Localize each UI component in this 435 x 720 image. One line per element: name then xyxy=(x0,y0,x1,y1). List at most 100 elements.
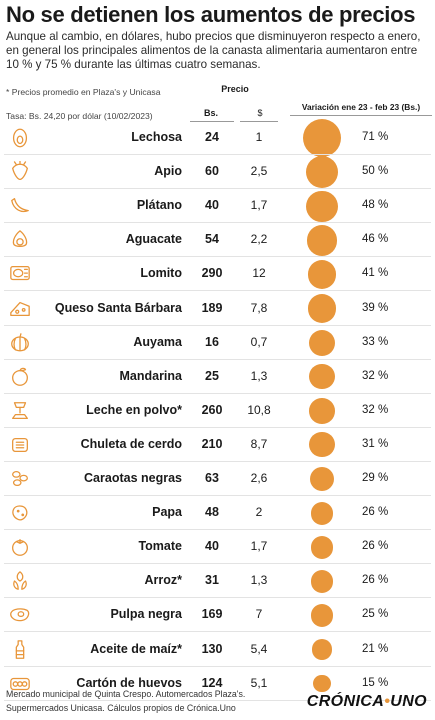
variation-percent: 33 % xyxy=(362,336,388,348)
variation-bubble xyxy=(311,570,334,593)
price-bs: 40 xyxy=(190,539,234,553)
price-bs: 16 xyxy=(190,335,234,349)
variation-percent: 48 % xyxy=(362,199,388,211)
pork-chop-icon xyxy=(8,434,32,456)
variation-percent: 26 % xyxy=(362,574,388,586)
product-name: Caraotas negras xyxy=(40,471,182,485)
potato-icon xyxy=(8,502,32,524)
price-usd: 1 xyxy=(240,130,278,144)
table-row: Pulpa negra 169 7 25 % xyxy=(0,598,435,632)
variation-percent: 32 % xyxy=(362,370,388,382)
table-row: Tomate 40 1,7 26 % xyxy=(0,530,435,564)
product-name: Queso Santa Bárbara xyxy=(40,301,182,315)
price-usd: 1,7 xyxy=(240,198,278,212)
variation-bubble xyxy=(309,364,335,390)
pumpkin-icon xyxy=(8,332,32,354)
beef-tenderloin-icon xyxy=(8,263,32,285)
variation-percent: 39 % xyxy=(362,302,388,314)
product-name: Mandarina xyxy=(40,369,182,383)
price-bs: 54 xyxy=(190,232,234,246)
variation-percent: 71 % xyxy=(362,131,388,143)
table-row: Plátano 40 1,7 48 % xyxy=(0,189,435,223)
cheese-icon xyxy=(8,298,32,320)
cronica-uno-logo: CRÓNICA•UNO xyxy=(307,693,427,711)
tomato-icon xyxy=(8,536,32,558)
table-row: Lomito 290 12 41 % xyxy=(0,257,435,291)
price-usd: 1,3 xyxy=(240,369,278,383)
tangerine-icon xyxy=(8,366,32,388)
price-bs: 260 xyxy=(190,403,234,417)
price-usd: 8,7 xyxy=(240,437,278,451)
price-usd: 2,6 xyxy=(240,471,278,485)
price-usd: 12 xyxy=(240,266,278,280)
price-usd: 5,1 xyxy=(240,676,278,690)
price-usd: 1,3 xyxy=(240,573,278,587)
table-row: Chuleta de cerdo 210 8,7 31 % xyxy=(0,428,435,462)
price-bs: 25 xyxy=(190,369,234,383)
price-bs: 210 xyxy=(190,437,234,451)
price-bs: 48 xyxy=(190,505,234,519)
logo-text-a: CRÓNICA xyxy=(307,693,384,710)
steak-icon xyxy=(8,604,32,626)
price-usd: 2 xyxy=(240,505,278,519)
variation-bubble xyxy=(311,502,334,525)
variation-bubble xyxy=(309,432,334,457)
price-note: * Precios promedio en Plaza's y Unicasa xyxy=(6,87,161,97)
header-precio: Precio xyxy=(205,84,265,94)
papaya-icon xyxy=(8,127,32,149)
exchange-rate-note: Tasa: Bs. 24,20 por dólar (10/02/2023) xyxy=(6,111,153,121)
table-row: Aceite de maíz* 130 5,4 21 % xyxy=(0,633,435,667)
price-usd: 0,7 xyxy=(240,335,278,349)
price-bs: 24 xyxy=(190,130,234,144)
table-row: Apio 60 2,5 50 % xyxy=(0,155,435,189)
variation-bubble xyxy=(303,119,341,157)
variation-bubble xyxy=(312,639,333,660)
logo-text-b: UNO xyxy=(390,693,427,710)
price-usd: 7,8 xyxy=(240,301,278,315)
product-name: Aceite de maíz* xyxy=(40,642,182,656)
price-bs: 290 xyxy=(190,266,234,280)
powdered-milk-icon xyxy=(8,400,32,422)
price-usd: 2,2 xyxy=(240,232,278,246)
table-row: Caraotas negras 63 2,6 29 % xyxy=(0,462,435,496)
variation-percent: 29 % xyxy=(362,472,388,484)
oil-bottle-icon xyxy=(8,639,32,661)
variation-percent: 26 % xyxy=(362,540,388,552)
product-name: Arroz* xyxy=(40,573,182,587)
variation-bubble xyxy=(309,398,335,424)
avocado-icon xyxy=(8,229,32,251)
product-name: Leche en polvo* xyxy=(40,403,182,417)
chart-title: No se detienen los aumentos de precios xyxy=(6,2,415,28)
price-bs: 60 xyxy=(190,164,234,178)
variation-bubble xyxy=(310,467,334,491)
variation-bubble xyxy=(308,260,337,289)
variation-bubble xyxy=(308,294,336,322)
variation-percent: 15 % xyxy=(362,677,388,689)
plantain-icon xyxy=(8,195,32,217)
product-name: Lechosa xyxy=(40,130,182,144)
table-row: Auyama 16 0,7 33 % xyxy=(0,326,435,360)
variation-bubble xyxy=(311,604,334,627)
variation-bubble xyxy=(309,330,335,356)
table-row: Arroz* 31 1,3 26 % xyxy=(0,564,435,598)
product-name: Plátano xyxy=(40,198,182,212)
price-bs: 31 xyxy=(190,573,234,587)
product-name: Lomito xyxy=(40,266,182,280)
source-line-1: Mercado municipal de Quinta Crespo. Auto… xyxy=(6,687,245,701)
price-usd: 5,4 xyxy=(240,642,278,656)
price-bs: 40 xyxy=(190,198,234,212)
variation-percent: 21 % xyxy=(362,643,388,655)
table-row: Leche en polvo* 260 10,8 32 % xyxy=(0,394,435,428)
price-usd: 10,8 xyxy=(240,403,278,417)
table-row: Lechosa 24 1 71 % xyxy=(0,121,435,155)
price-bs: 169 xyxy=(190,607,234,621)
product-name: Pulpa negra xyxy=(40,607,182,621)
variation-percent: 46 % xyxy=(362,233,388,245)
product-name: Tomate xyxy=(40,539,182,553)
variation-bubble xyxy=(307,225,338,256)
header-usd: $ xyxy=(247,108,273,118)
header-variacion: Variación ene 23 - feb 23 (Bs.) xyxy=(290,102,432,112)
table-row: Aguacate 54 2,2 46 % xyxy=(0,223,435,257)
price-usd: 1,7 xyxy=(240,539,278,553)
table-row: Queso Santa Bárbara 189 7,8 39 % xyxy=(0,292,435,326)
